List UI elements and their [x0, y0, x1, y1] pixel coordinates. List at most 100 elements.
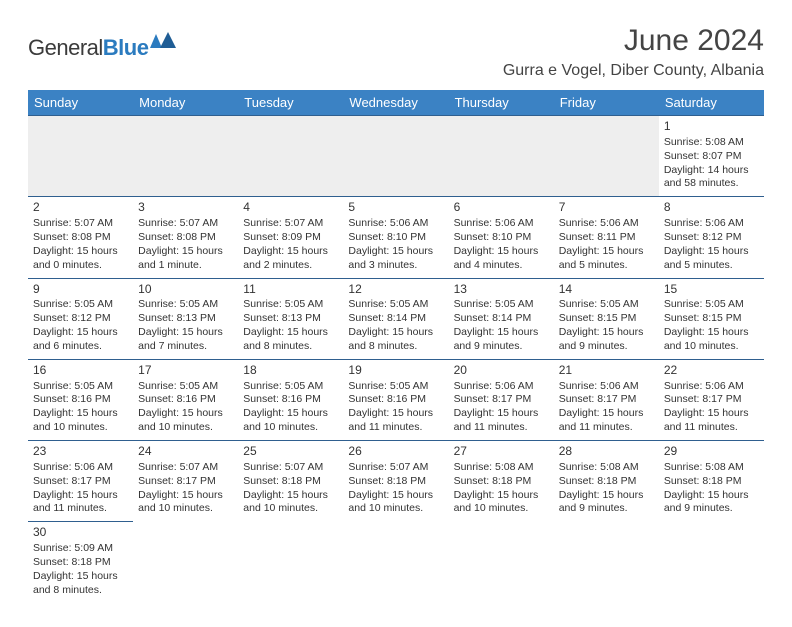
day-line: and 10 minutes.: [138, 421, 233, 435]
day-line: Sunset: 8:08 PM: [138, 231, 233, 245]
weekday-tue: Tuesday: [238, 90, 343, 116]
day-line: and 1 minute.: [138, 259, 233, 273]
day-line: Daylight: 15 hours: [138, 245, 233, 259]
day-line: Sunrise: 5:08 AM: [664, 136, 759, 150]
day-line: Daylight: 15 hours: [348, 245, 443, 259]
day-line: and 11 minutes.: [664, 421, 759, 435]
day-line: Sunrise: 5:06 AM: [33, 461, 128, 475]
day-number: 9: [33, 282, 128, 298]
day-cell: 11Sunrise: 5:05 AMSunset: 8:13 PMDayligh…: [238, 278, 343, 359]
day-line: Sunset: 8:17 PM: [33, 475, 128, 489]
day-cell: 22Sunrise: 5:06 AMSunset: 8:17 PMDayligh…: [659, 359, 764, 440]
calendar-head: Sunday Monday Tuesday Wednesday Thursday…: [28, 90, 764, 116]
flag-icon: [150, 32, 176, 53]
day-line: Sunrise: 5:05 AM: [348, 380, 443, 394]
day-line: Sunrise: 5:07 AM: [33, 217, 128, 231]
day-number: 24: [138, 444, 233, 460]
day-line: and 3 minutes.: [348, 259, 443, 273]
day-line: Daylight: 15 hours: [33, 245, 128, 259]
logo-text: GeneralBlue: [28, 35, 148, 61]
day-line: Sunrise: 5:06 AM: [664, 217, 759, 231]
day-line: and 2 minutes.: [243, 259, 338, 273]
day-cell: 25Sunrise: 5:07 AMSunset: 8:18 PMDayligh…: [238, 441, 343, 522]
day-cell: 28Sunrise: 5:08 AMSunset: 8:18 PMDayligh…: [554, 441, 659, 522]
day-cell: 19Sunrise: 5:05 AMSunset: 8:16 PMDayligh…: [343, 359, 448, 440]
weekday-wed: Wednesday: [343, 90, 448, 116]
day-cell: [449, 522, 554, 603]
day-number: 18: [243, 363, 338, 379]
day-line: Sunrise: 5:06 AM: [454, 380, 549, 394]
day-number: 7: [559, 200, 654, 216]
day-line: Sunrise: 5:08 AM: [454, 461, 549, 475]
day-line: and 11 minutes.: [559, 421, 654, 435]
day-line: Sunrise: 5:07 AM: [243, 217, 338, 231]
day-cell: 7Sunrise: 5:06 AMSunset: 8:11 PMDaylight…: [554, 197, 659, 278]
day-number: 28: [559, 444, 654, 460]
day-line: and 10 minutes.: [454, 502, 549, 516]
day-line: Sunset: 8:10 PM: [348, 231, 443, 245]
day-number: 2: [33, 200, 128, 216]
week-row: 23Sunrise: 5:06 AMSunset: 8:17 PMDayligh…: [28, 441, 764, 522]
day-cell: 23Sunrise: 5:06 AMSunset: 8:17 PMDayligh…: [28, 441, 133, 522]
day-line: and 10 minutes.: [33, 421, 128, 435]
day-cell: 30Sunrise: 5:09 AMSunset: 8:18 PMDayligh…: [28, 522, 133, 603]
day-line: Sunset: 8:17 PM: [454, 393, 549, 407]
day-line: Daylight: 15 hours: [559, 245, 654, 259]
day-cell: 3Sunrise: 5:07 AMSunset: 8:08 PMDaylight…: [133, 197, 238, 278]
day-cell: [133, 522, 238, 603]
day-line: Sunrise: 5:05 AM: [138, 298, 233, 312]
day-line: Daylight: 15 hours: [454, 245, 549, 259]
week-row: 30Sunrise: 5:09 AMSunset: 8:18 PMDayligh…: [28, 522, 764, 603]
day-line: Sunset: 8:15 PM: [664, 312, 759, 326]
day-line: Daylight: 15 hours: [138, 407, 233, 421]
day-number: 13: [454, 282, 549, 298]
day-line: and 4 minutes.: [454, 259, 549, 273]
day-line: Daylight: 15 hours: [33, 570, 128, 584]
day-line: Daylight: 15 hours: [454, 326, 549, 340]
weekday-mon: Monday: [133, 90, 238, 116]
day-line: Sunrise: 5:05 AM: [454, 298, 549, 312]
header: GeneralBlue June 2024 Gurra e Vogel, Dib…: [28, 24, 764, 80]
day-line: Sunrise: 5:05 AM: [33, 380, 128, 394]
day-cell: 18Sunrise: 5:05 AMSunset: 8:16 PMDayligh…: [238, 359, 343, 440]
day-cell: 24Sunrise: 5:07 AMSunset: 8:17 PMDayligh…: [133, 441, 238, 522]
day-line: and 10 minutes.: [348, 502, 443, 516]
logo-word2: Blue: [103, 35, 149, 60]
month-title: June 2024: [503, 24, 764, 58]
week-row: 1Sunrise: 5:08 AMSunset: 8:07 PMDaylight…: [28, 116, 764, 197]
day-cell: 13Sunrise: 5:05 AMSunset: 8:14 PMDayligh…: [449, 278, 554, 359]
day-line: Sunset: 8:15 PM: [559, 312, 654, 326]
day-cell: [554, 116, 659, 197]
day-cell: 15Sunrise: 5:05 AMSunset: 8:15 PMDayligh…: [659, 278, 764, 359]
day-cell: [659, 522, 764, 603]
day-line: Sunrise: 5:05 AM: [33, 298, 128, 312]
day-line: Sunrise: 5:05 AM: [243, 380, 338, 394]
day-line: Sunset: 8:12 PM: [33, 312, 128, 326]
day-line: Sunset: 8:18 PM: [348, 475, 443, 489]
day-line: and 11 minutes.: [33, 502, 128, 516]
weekday-sat: Saturday: [659, 90, 764, 116]
day-line: Sunset: 8:17 PM: [664, 393, 759, 407]
day-line: Daylight: 15 hours: [243, 326, 338, 340]
day-number: 25: [243, 444, 338, 460]
day-cell: [554, 522, 659, 603]
day-line: Sunrise: 5:08 AM: [559, 461, 654, 475]
day-number: 15: [664, 282, 759, 298]
day-line: Sunrise: 5:06 AM: [559, 217, 654, 231]
weekday-sun: Sunday: [28, 90, 133, 116]
day-line: Daylight: 14 hours: [664, 164, 759, 178]
day-line: Sunset: 8:17 PM: [559, 393, 654, 407]
day-cell: 4Sunrise: 5:07 AMSunset: 8:09 PMDaylight…: [238, 197, 343, 278]
day-line: Sunset: 8:13 PM: [138, 312, 233, 326]
day-cell: [343, 116, 448, 197]
day-line: Sunrise: 5:05 AM: [138, 380, 233, 394]
day-line: and 9 minutes.: [454, 340, 549, 354]
day-line: and 58 minutes.: [664, 177, 759, 191]
day-line: Sunset: 8:16 PM: [243, 393, 338, 407]
day-cell: 10Sunrise: 5:05 AMSunset: 8:13 PMDayligh…: [133, 278, 238, 359]
logo: GeneralBlue: [28, 32, 176, 63]
weekday-fri: Friday: [554, 90, 659, 116]
day-line: Sunset: 8:16 PM: [33, 393, 128, 407]
day-number: 3: [138, 200, 233, 216]
day-cell: 26Sunrise: 5:07 AMSunset: 8:18 PMDayligh…: [343, 441, 448, 522]
